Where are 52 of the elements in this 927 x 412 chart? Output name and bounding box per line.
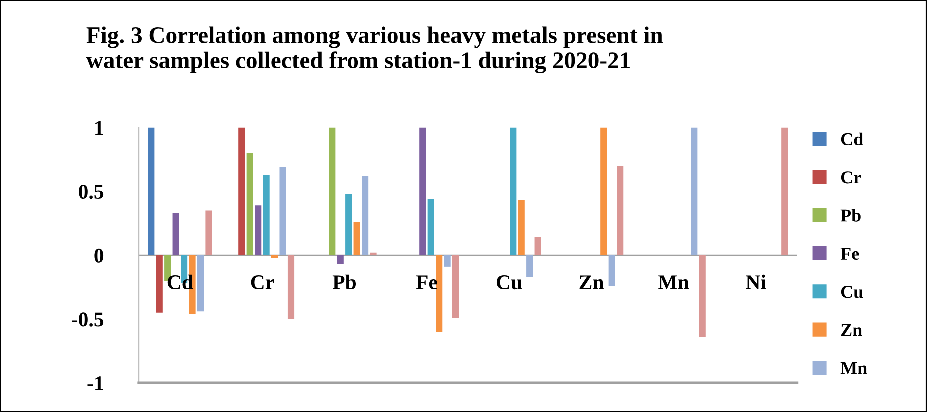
legend-label: Fe [840, 248, 860, 260]
x-tick-label: Mn [658, 276, 690, 290]
bar [452, 255, 460, 318]
bar [346, 194, 352, 256]
y-tick-label: 0 [94, 248, 104, 263]
bar [156, 255, 163, 313]
x-tick-label: Cu [496, 276, 522, 290]
y-tick-label: 0.5 [79, 184, 104, 200]
legend-label: Pb [840, 209, 861, 222]
bar [263, 174, 270, 256]
bar [782, 128, 788, 256]
bar [600, 128, 608, 256]
bar [288, 255, 295, 320]
x-tick-label: Ni [746, 274, 766, 290]
bar [337, 255, 344, 264]
legend-label: Cu [841, 286, 864, 298]
legend-label: Mn [840, 362, 868, 374]
bar [206, 210, 212, 256]
x-tick-label: Pb [332, 274, 356, 290]
x-tick-label: Zn [580, 276, 604, 290]
bar [354, 222, 360, 256]
bar [246, 153, 254, 256]
bar [238, 128, 246, 256]
legend-label: Cd [841, 132, 864, 146]
bar [280, 167, 286, 256]
bar [272, 255, 278, 258]
bar [699, 255, 706, 338]
chart-title: Fig. 3 Correlation among various heavy metals present in water samples collected from station-1 during 2020-21 [86, 26, 663, 74]
bar [148, 128, 155, 256]
bar [255, 206, 262, 256]
legend-label: Cr [841, 172, 862, 184]
bar [691, 128, 698, 256]
bar [172, 213, 180, 256]
bar [534, 238, 542, 256]
bar [428, 199, 434, 256]
bar [608, 255, 616, 286]
y-tick-label: 1 [96, 121, 104, 135]
bar [617, 166, 624, 256]
x-tick-label: Cr [251, 276, 274, 290]
bar [370, 252, 377, 256]
y-tick-label: -0.5 [72, 312, 104, 327]
legend-label: Zn [841, 324, 862, 336]
bar [444, 255, 451, 267]
bar [329, 128, 336, 256]
bar [362, 176, 369, 256]
bar [510, 128, 517, 256]
bar [420, 128, 426, 256]
bar [518, 200, 525, 256]
bar [197, 255, 204, 312]
bar [526, 255, 534, 278]
bar [436, 255, 443, 332]
y-tick-label: -1 [88, 376, 104, 390]
